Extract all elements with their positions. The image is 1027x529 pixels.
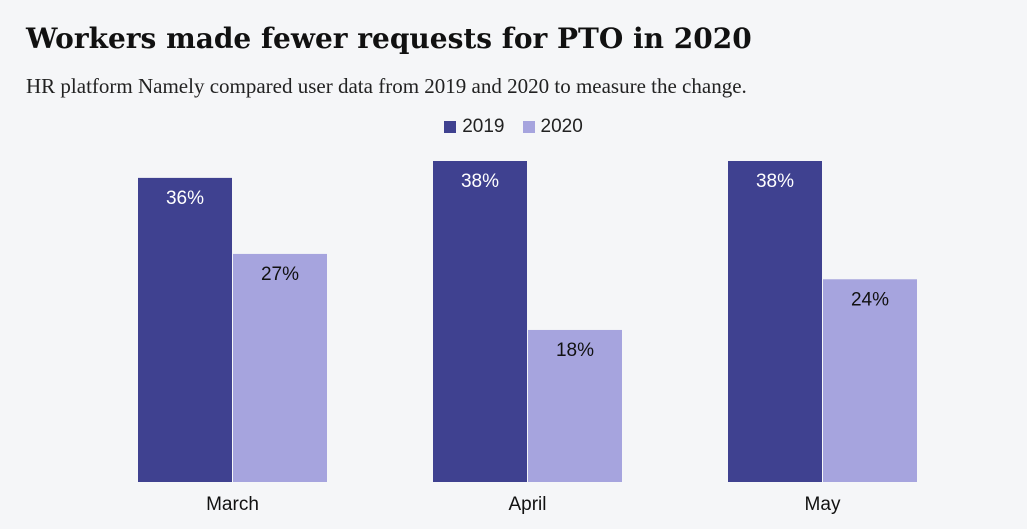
data-label-2019-march: 36% [166, 188, 204, 209]
data-label-2020-may: 24% [851, 289, 889, 310]
legend: 2019 2020 [0, 116, 1027, 138]
legend-item-2019: 2019 [444, 116, 505, 138]
x-tick-label-april: April [508, 494, 546, 515]
x-tick-label-may: May [805, 494, 841, 515]
bar-2019-may [728, 161, 822, 482]
data-label-2019-may: 38% [756, 171, 794, 192]
data-label-2020-march: 27% [261, 264, 299, 285]
legend-label-2020: 2020 [540, 116, 583, 137]
data-label-2019-april: 38% [461, 171, 499, 192]
data-label-2020-april: 18% [556, 340, 594, 361]
legend-item-2020: 2020 [522, 116, 583, 138]
legend-label-2019: 2019 [462, 116, 505, 137]
bar-2020-may [823, 279, 917, 482]
chart-subtitle: HR platform Namely compared user data fr… [26, 74, 747, 98]
bar-2020-april [528, 329, 622, 482]
bar-2019-march [138, 177, 232, 483]
bar-2019-april [433, 161, 527, 482]
bar-2020-march [233, 253, 327, 482]
x-tick-label-march: March [206, 494, 259, 515]
legend-swatch-2019 [444, 121, 457, 133]
chart-title: Workers made fewer requests for PTO in 2… [26, 22, 752, 55]
legend-swatch-2020 [522, 121, 535, 133]
